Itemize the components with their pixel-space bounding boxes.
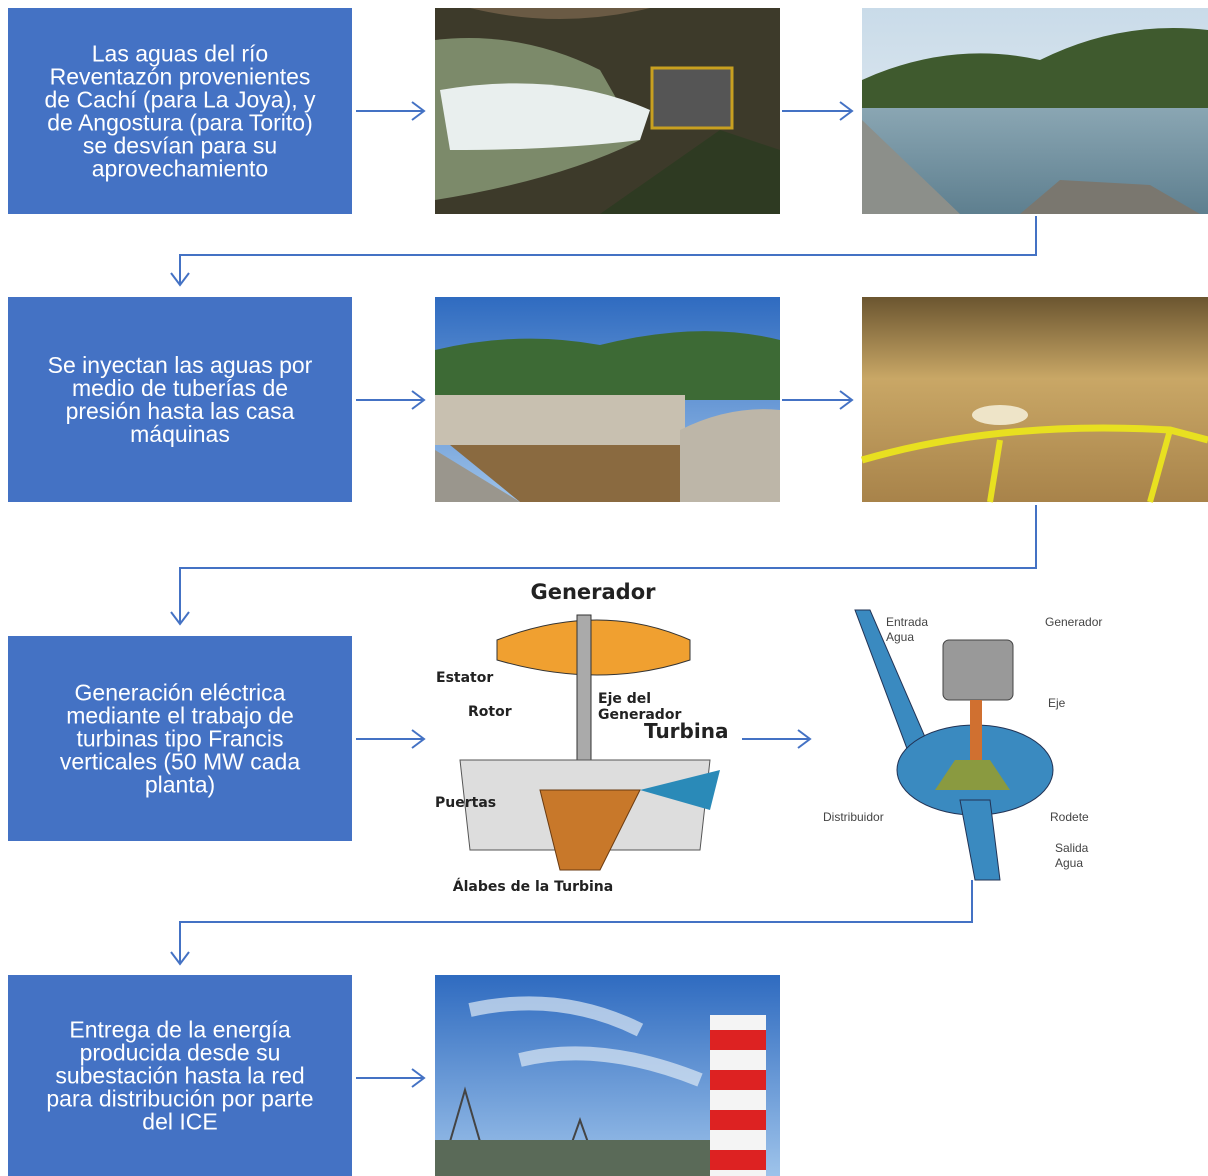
turbine-drawing: Generador Estator Rotor Eje del Generado… [435, 580, 728, 895]
label: Entrada [886, 615, 928, 629]
photo-machine-hall [861, 297, 1208, 503]
step-text: Entrega de la energía [69, 1017, 290, 1043]
step-box [8, 8, 352, 214]
step-text: de Cachí (para La Joya), y [44, 87, 316, 113]
label: Generador [530, 580, 656, 604]
label: Turbina [644, 719, 728, 743]
step-text: máquinas [130, 421, 230, 447]
label: Distribuidor [823, 810, 884, 824]
label: Agua [1055, 856, 1083, 870]
step-text: Generación eléctrica [75, 680, 286, 706]
step-text: se desvían para su [83, 133, 277, 159]
step-text: Reventazón provenientes [50, 64, 311, 90]
arrows [170, 101, 1037, 1088]
francis-drawing: Entrada Agua Generador Eje Distribuidor … [823, 609, 1102, 881]
step-text: del ICE [142, 1109, 217, 1135]
step-box [8, 975, 352, 1176]
label: Rotor [468, 704, 512, 720]
label: Eje del [598, 691, 651, 707]
step-text: Las aguas del río [92, 41, 268, 67]
label: Salida [1055, 841, 1089, 855]
label: Generador [1045, 615, 1102, 629]
label: Estator [436, 670, 493, 686]
step-text: aprovechamiento [92, 156, 268, 182]
step-text: medio de tuberías de [72, 375, 288, 401]
step-text: producida desde su [80, 1040, 281, 1066]
step-text: turbinas tipo Francis [76, 726, 283, 752]
photo-substation [435, 975, 780, 1176]
step-text: planta) [145, 772, 215, 798]
label: Agua [886, 630, 914, 644]
photo-intake [435, 297, 780, 502]
label: Eje [1048, 696, 1066, 710]
step-text: verticales (50 MW cada [60, 749, 301, 775]
photo-reservoir [862, 8, 1208, 214]
photo-spillway [435, 8, 780, 214]
step-text: de Angostura (para Torito) [47, 110, 313, 136]
step-text: mediante el trabajo de [66, 703, 294, 729]
label: Puertas [435, 795, 496, 811]
step-text: subestación hasta la red [55, 1063, 304, 1089]
step-text: Se inyectan las aguas por [48, 352, 313, 378]
label: Rodete [1050, 810, 1089, 824]
step-box [8, 297, 352, 502]
label: Álabes de la Turbina [453, 878, 613, 895]
step-text: presión hasta las casa [66, 398, 295, 424]
step-text: para distribución por parte [46, 1086, 313, 1112]
step-box [8, 636, 352, 841]
label: Generador [598, 707, 681, 723]
